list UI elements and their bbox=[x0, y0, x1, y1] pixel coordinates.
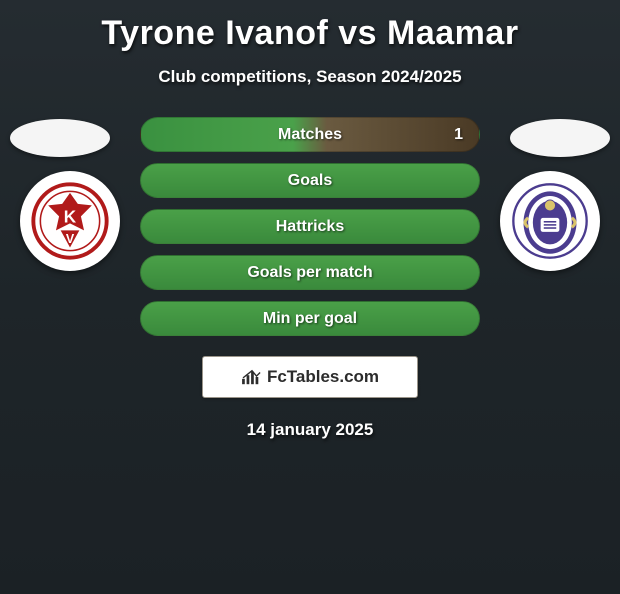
subtitle: Club competitions, Season 2024/2025 bbox=[0, 67, 620, 87]
club-badge-left: K V bbox=[20, 171, 120, 271]
player-photo-left bbox=[10, 119, 110, 157]
page-title: Tyrone Ivanof vs Maamar bbox=[0, 14, 620, 53]
brand-box[interactable]: FcTables.com bbox=[202, 356, 418, 398]
svg-text:K: K bbox=[64, 207, 77, 227]
stat-rows: Matches 1 Goals Hattricks Goals per matc… bbox=[140, 117, 480, 336]
date-text: 14 january 2025 bbox=[0, 420, 620, 440]
stat-label: Min per goal bbox=[263, 310, 357, 328]
stat-row-hattricks: Hattricks bbox=[140, 209, 480, 244]
stat-row-goals-per-match: Goals per match bbox=[140, 255, 480, 290]
stat-label: Goals bbox=[288, 172, 332, 190]
brand-text: FcTables.com bbox=[267, 367, 379, 387]
stat-value-right: 1 bbox=[454, 126, 463, 144]
stat-label: Goals per match bbox=[247, 264, 372, 282]
stat-label: Hattricks bbox=[276, 218, 344, 236]
player-photo-right bbox=[510, 119, 610, 157]
kortrijk-crest-icon: K V bbox=[31, 182, 109, 260]
stat-row-min-per-goal: Min per goal bbox=[140, 301, 480, 336]
anderlecht-crest-icon bbox=[511, 182, 589, 260]
stat-label: Matches bbox=[278, 126, 342, 144]
bar-chart-icon bbox=[241, 368, 263, 386]
stat-row-goals: Goals bbox=[140, 163, 480, 198]
club-badge-right bbox=[500, 171, 600, 271]
stat-row-matches: Matches 1 bbox=[140, 117, 480, 152]
svg-text:V: V bbox=[66, 232, 75, 246]
comparison-content: K V Matches 1 Goals bbox=[0, 117, 620, 440]
